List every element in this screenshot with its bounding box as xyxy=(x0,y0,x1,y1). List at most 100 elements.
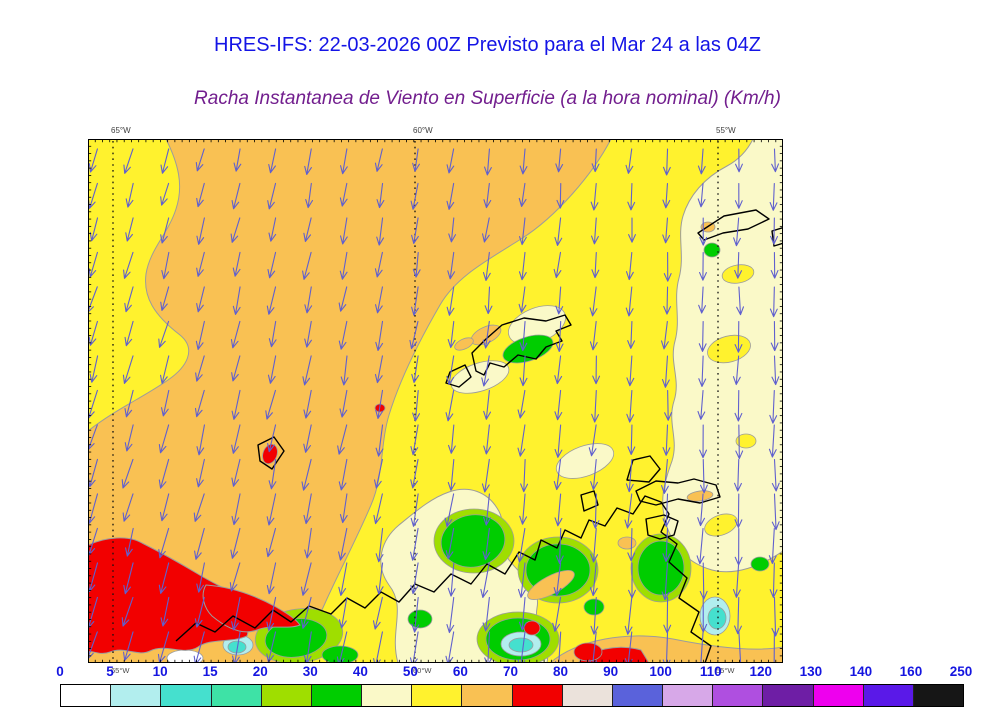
wind-arrow xyxy=(664,389,673,421)
wind-arrow xyxy=(124,286,134,313)
wind-arrow xyxy=(160,148,170,174)
wind-arrow xyxy=(661,355,670,388)
wind-arrow xyxy=(121,596,134,627)
wind-arrow xyxy=(732,562,741,598)
wind-arrow xyxy=(265,389,276,420)
wind-arrow xyxy=(268,320,277,348)
wind-arrow xyxy=(482,527,491,561)
wind-arrow xyxy=(375,562,384,595)
wind-arrow xyxy=(553,562,562,597)
wind-arrow xyxy=(304,148,312,176)
wind-arrow xyxy=(412,148,420,172)
wind-arrow xyxy=(230,527,241,559)
wind-arrow xyxy=(662,217,671,244)
colorbar-tick-label: 30 xyxy=(302,664,318,679)
wind-arrow xyxy=(481,355,490,387)
colorbar-segment-50-60 xyxy=(411,685,462,706)
wind-arrow xyxy=(338,458,348,491)
wind-arrow xyxy=(554,389,563,421)
map-canvas xyxy=(86,138,788,672)
wind-arrow xyxy=(591,493,600,529)
wind-arrow xyxy=(518,217,527,246)
wind-arrow xyxy=(231,355,241,382)
wind-arrow xyxy=(625,251,634,281)
wind-arrow xyxy=(375,286,383,314)
colorbar-segment-110-120 xyxy=(712,685,763,706)
wind-arrow xyxy=(339,217,348,245)
wind-arrow xyxy=(410,562,419,595)
wind-arrow xyxy=(446,596,455,634)
wind-arrow xyxy=(625,458,634,493)
colorbar-tick-label: 10 xyxy=(152,664,168,679)
wind-arrow xyxy=(304,320,312,348)
wind-arrow xyxy=(660,320,669,350)
wind-arrow xyxy=(734,251,743,279)
wind-arrow xyxy=(122,493,134,522)
wind-arrow xyxy=(626,389,635,423)
wind-arrow xyxy=(158,424,170,454)
wind-arrow xyxy=(481,458,490,493)
wind-arrow xyxy=(589,320,598,351)
wind-arrow xyxy=(590,458,599,491)
colorbar-segment-130-140 xyxy=(812,685,863,706)
wind-arrow xyxy=(768,527,777,564)
wind-arrow xyxy=(195,148,205,172)
wind-arrow xyxy=(267,251,277,279)
wind-arrow xyxy=(305,182,314,209)
wind-arrow xyxy=(625,148,634,174)
wind-arrow xyxy=(375,527,384,563)
wind-arrow xyxy=(340,148,348,175)
wind-arrow xyxy=(589,562,598,597)
wind-arrow xyxy=(338,596,348,629)
wind-arrow xyxy=(590,596,599,635)
wind-arrow xyxy=(555,320,564,353)
wind-arrow xyxy=(519,355,528,387)
wind-arrow xyxy=(124,320,134,347)
wind-arrow xyxy=(734,182,743,209)
wind-arrow xyxy=(158,320,170,348)
wind-arrow xyxy=(374,148,383,172)
wind-arrow xyxy=(734,458,742,492)
wind-arrow xyxy=(482,596,491,632)
wind-arrow xyxy=(732,355,741,386)
wind-arrow xyxy=(372,596,383,630)
colorbar-tick-label: 100 xyxy=(649,664,672,679)
wind-arrow xyxy=(771,493,780,531)
wind-arrow xyxy=(411,596,420,633)
wind-arrow xyxy=(375,320,384,351)
wind-arrow xyxy=(771,148,780,173)
wind-arrow xyxy=(125,182,134,208)
wind-arrow xyxy=(697,493,706,527)
wind-arrow xyxy=(770,320,779,352)
colorbar-segment-140-160 xyxy=(862,685,913,706)
wind-arrow xyxy=(445,527,455,560)
wind-arrow xyxy=(229,562,241,592)
wind-arrow xyxy=(230,217,241,243)
wind-arrow xyxy=(555,286,564,315)
wind-arrow xyxy=(304,286,313,314)
colorbar-segment-5-10 xyxy=(110,685,161,706)
wind-arrow xyxy=(699,424,708,459)
wind-arrow xyxy=(231,182,241,210)
wind-arrow xyxy=(447,458,456,491)
wind-arrow xyxy=(518,182,527,207)
wind-arrow xyxy=(161,389,170,417)
wind-arrow xyxy=(697,148,706,175)
wind-arrow xyxy=(771,596,780,637)
wind-arrow xyxy=(662,493,671,528)
colorbar-segment-160-250 xyxy=(912,685,964,706)
wind-arrow xyxy=(410,424,419,456)
wind-arrow xyxy=(193,493,205,522)
wind-arrow xyxy=(196,182,205,208)
wind-arrow xyxy=(303,424,312,453)
wind-arrow xyxy=(517,389,526,419)
wind-arrow xyxy=(447,424,456,454)
wind-arrow xyxy=(338,527,348,561)
colorbar-segment-0-5 xyxy=(61,685,111,706)
wind-arrow xyxy=(484,148,492,176)
wind-arrow xyxy=(447,562,456,597)
wind-arrow xyxy=(230,320,241,349)
wind-arrow xyxy=(590,527,599,563)
wind-arrow xyxy=(627,320,636,349)
wind-arrow xyxy=(445,389,455,422)
